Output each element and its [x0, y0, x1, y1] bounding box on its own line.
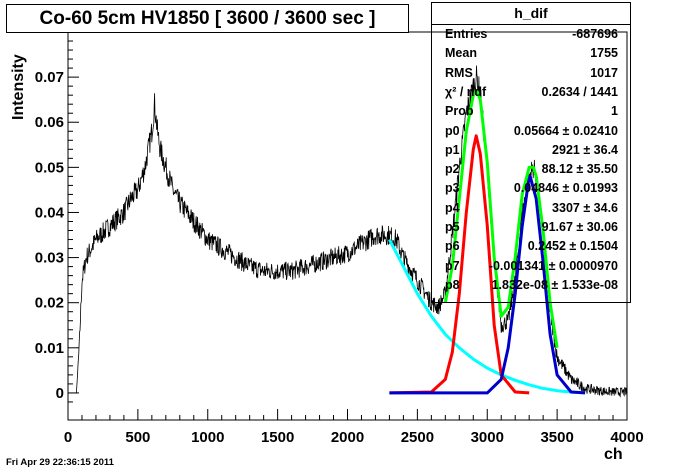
stats-row: Entries -687696 [432, 25, 630, 44]
x-tick-label: 1000 [191, 429, 224, 446]
stats-value: 1 [611, 104, 618, 119]
stats-key: p8 [445, 277, 460, 292]
stats-row: p8 1.832e-08 ± 1.533e-08 [432, 276, 630, 295]
x-tick-label: 4000 [610, 429, 643, 446]
stats-key: p4 [445, 200, 460, 215]
stats-key: RMS [445, 65, 473, 80]
stats-key: Mean [445, 46, 477, 61]
y-tick-label: 0.05 [35, 159, 64, 176]
stats-value: 2921 ± 36.4 [552, 142, 618, 157]
x-tick-label: 500 [125, 429, 150, 446]
stats-row: p5 91.67 ± 30.06 [432, 218, 630, 237]
axes: 0 500 1000 1500 2000 2500 3000 3500 4000 0 0.01 0.0… [35, 31, 644, 446]
stats-row: p7 -0.001341 ± 0.0000970 [432, 257, 630, 276]
stats-row: p1 2921 ± 36.4 [432, 141, 630, 160]
stats-key: p1 [445, 142, 460, 157]
x-tick-label: 3500 [540, 429, 573, 446]
stats-value: 88.12 ± 35.50 [541, 162, 618, 177]
stats-key: p6 [445, 239, 460, 254]
stats-value: -0.001341 ± 0.0000970 [488, 258, 618, 273]
y-tick-label: 0.01 [35, 340, 64, 357]
stats-key: Prob [445, 104, 474, 119]
stats-row: p2 88.12 ± 35.50 [432, 160, 630, 179]
stats-histogram-name: h_dif [432, 3, 630, 25]
stats-box: h_dif Entries -687696 Mean 1755 RMS 1017 χ² / … [431, 2, 631, 303]
stats-row: p0 0.05664 ± 0.02410 [432, 122, 630, 141]
stats-row: Mean 1755 [432, 44, 630, 63]
series-layer [68, 65, 628, 398]
stats-key: p0 [445, 123, 460, 138]
x-tick-label: 1500 [261, 429, 294, 446]
stats-row: p6 0.2452 ± 0.1504 [432, 237, 630, 256]
fit-curve-2 [389, 134, 530, 395]
stats-row: RMS 1017 [432, 64, 630, 83]
stats-value: 3307 ± 34.6 [552, 200, 618, 215]
y-axis-label: Intensity [10, 54, 27, 120]
y-tick-label: 0.03 [35, 250, 64, 267]
fit-curve-3 [389, 174, 586, 395]
stats-row: p3 0.04846 ± 0.01993 [432, 179, 630, 198]
stats-value: 1755 [590, 46, 618, 61]
x-tick-label: 2500 [401, 429, 434, 446]
stats-value: 91.67 ± 30.06 [541, 220, 618, 234]
stats-value: 0.05664 ± 0.02410 [513, 123, 618, 138]
stats-row: χ² / ndf 0.2634 / 1441 [432, 83, 630, 102]
stats-key: p3 [445, 181, 460, 196]
y-tick-label: 0.04 [35, 204, 65, 221]
y-tick-label: 0.06 [35, 114, 64, 131]
fit-curve-1 [443, 89, 559, 349]
stats-value: -687696 [572, 27, 618, 41]
stats-value: 1017 [590, 65, 618, 80]
x-axis-label: ch [604, 446, 623, 463]
stats-key: p7 [445, 258, 460, 273]
stats-row: Prob 1 [432, 102, 630, 121]
stats-key: Entries [445, 27, 488, 41]
x-tick-label: 3000 [471, 429, 504, 446]
x-tick-label: 2000 [331, 429, 364, 446]
y-tick-label: 0.07 [35, 69, 64, 86]
fit-curve-4 [388, 238, 586, 395]
y-tick-label: 0 [56, 385, 64, 402]
x-tick-label: 0 [64, 429, 72, 446]
chart-title: Co-60 5cm HV1850 [ 3600 / 3600 sec ] [6, 4, 409, 33]
stats-value: 0.2452 ± 0.1504 [527, 239, 618, 254]
stats-value: 1.832e-08 ± 1.533e-08 [491, 277, 618, 292]
stats-key: p2 [445, 162, 460, 177]
stats-row: p4 3307 ± 34.6 [432, 199, 630, 218]
y-tick-label: 0.02 [35, 295, 64, 312]
stats-key: χ² / ndf [445, 84, 487, 99]
stats-value: 0.2634 / 1441 [541, 84, 618, 99]
timestamp: Fri Apr 29 22:36:15 2011 [6, 457, 114, 468]
stats-value: 0.04846 ± 0.01993 [513, 181, 618, 196]
stats-key: p5 [445, 220, 460, 234]
